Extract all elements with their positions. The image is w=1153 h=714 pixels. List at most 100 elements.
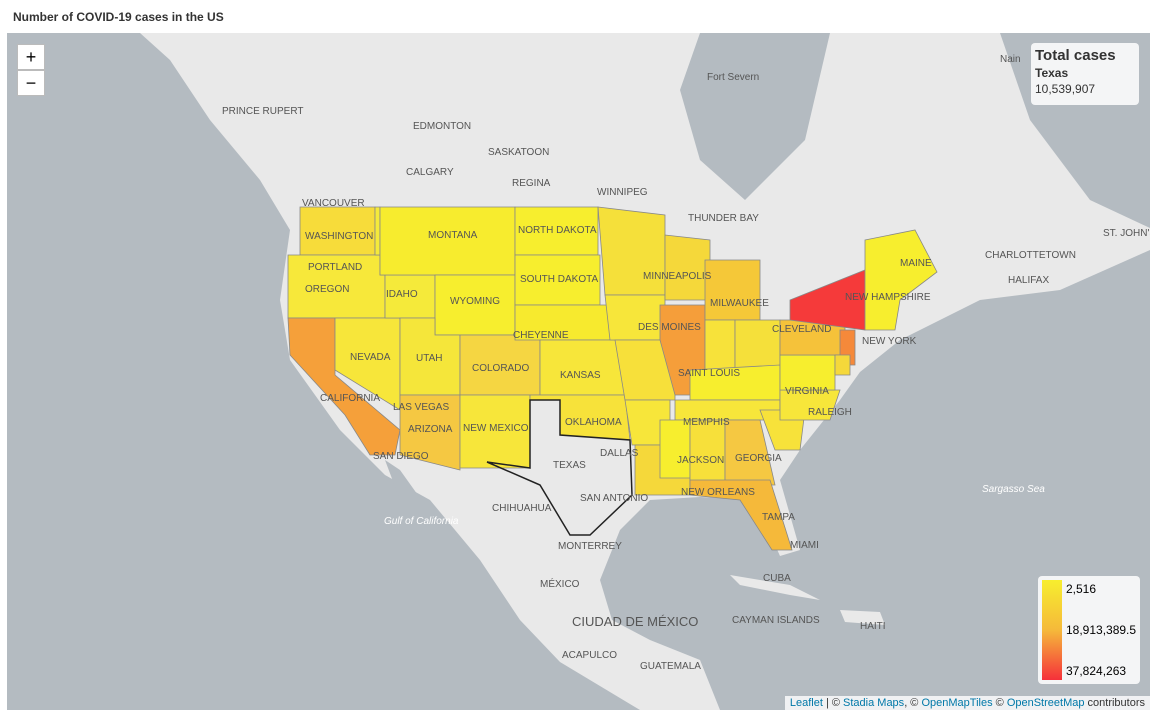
place-label: GUATEMALA bbox=[640, 661, 701, 672]
place-label: SASKATOON bbox=[488, 147, 549, 158]
island bbox=[840, 610, 885, 625]
place-label: WINNIPEG bbox=[597, 187, 648, 198]
text: © bbox=[992, 697, 1007, 709]
link[interactable]: Stadia Maps bbox=[843, 697, 905, 709]
place-label: SOUTH DAKOTA bbox=[520, 274, 598, 285]
place-label: MINNEAPOLIS bbox=[643, 271, 712, 282]
place-label: Nain bbox=[1000, 54, 1021, 65]
map: PRINCE RUPERT EDMONTON SASKATOON CALGARY REG… bbox=[7, 33, 1150, 710]
place-label: ST. JOHN'S bbox=[1103, 228, 1150, 239]
place-label: NEVADA bbox=[350, 352, 391, 363]
state bbox=[864, 229, 938, 331]
place-label: NORTH DAKOTA bbox=[518, 225, 597, 236]
state bbox=[539, 339, 626, 396]
state bbox=[704, 259, 761, 321]
zoom-in[interactable]: + bbox=[17, 44, 45, 70]
place-label: HAITI bbox=[860, 621, 886, 632]
place-label: IDAHO bbox=[386, 289, 418, 300]
link[interactable]: Leaflet bbox=[789, 697, 823, 709]
state bbox=[834, 354, 851, 376]
state bbox=[659, 419, 691, 479]
place-label: MEMPHIS bbox=[683, 417, 730, 428]
place-label: TEXAS bbox=[553, 460, 586, 471]
place-label: SAN ANTONIO bbox=[580, 493, 648, 504]
link[interactable]: OpenStreetMap bbox=[1006, 697, 1085, 709]
place-label: CLEVELAND bbox=[772, 324, 831, 335]
state bbox=[664, 234, 711, 301]
place-label: CUBA bbox=[763, 573, 791, 584]
legend: 2,516 18,913,389.5 37,824,263 bbox=[1038, 576, 1140, 684]
place-label: TAMPA bbox=[762, 512, 795, 523]
place-label: MONTERREY bbox=[558, 541, 622, 552]
place-label: MILWAUKEE bbox=[710, 298, 769, 309]
place-label: CIUDAD DE MÉXICO bbox=[572, 614, 698, 629]
place-label: Sargasso Sea bbox=[982, 484, 1045, 495]
place-label: COLORADO bbox=[472, 363, 529, 374]
place-label: CHARLOTTETOWN bbox=[985, 250, 1076, 261]
legend-label: 37,824,263 bbox=[1066, 664, 1127, 678]
place-label: UTAH bbox=[416, 353, 442, 364]
state-selected bbox=[486, 399, 633, 536]
place-label: CAYMAN ISLANDS bbox=[732, 615, 820, 626]
place-label: JACKSON bbox=[677, 455, 724, 466]
info-title: Total cases bbox=[1035, 47, 1116, 64]
info-state: Texas bbox=[1035, 66, 1069, 80]
place-label: HALIFAX bbox=[1008, 275, 1049, 286]
legend-scale bbox=[1042, 580, 1062, 680]
place-label: DALLAS bbox=[600, 448, 639, 459]
place-label: CALGARY bbox=[406, 167, 454, 178]
place-label: EDMONTON bbox=[413, 121, 471, 132]
place-label: REGINA bbox=[512, 178, 551, 189]
place-label: PRINCE RUPERT bbox=[222, 106, 304, 117]
place-label: ARIZONA bbox=[408, 424, 453, 435]
place-label: CHIHUAHUA bbox=[492, 503, 552, 514]
place-label: NEW ORLEANS bbox=[681, 487, 755, 498]
place-label: MIAMI bbox=[790, 540, 819, 551]
zoom-out[interactable]: − bbox=[17, 70, 45, 96]
text: , © bbox=[904, 697, 922, 709]
place-label: NEW HAMPSHIRE bbox=[845, 292, 931, 303]
state bbox=[379, 206, 516, 276]
info-box: Total cases Texas 10,539,907 bbox=[1031, 43, 1139, 105]
place-label: NEW YORK bbox=[862, 336, 917, 347]
state bbox=[724, 419, 776, 486]
place-label: SAN DIEGO bbox=[373, 451, 429, 462]
link[interactable]: OpenMapTiles bbox=[921, 697, 993, 709]
place-label: PORTLAND bbox=[308, 262, 362, 273]
place-label: WYOMING bbox=[450, 296, 500, 307]
bay bbox=[680, 33, 830, 200]
place-label: GEORGIA bbox=[735, 453, 782, 464]
place-label: MÉXICO bbox=[540, 577, 580, 590]
place-label: MONTANA bbox=[428, 230, 478, 241]
place-label: LAS VEGAS bbox=[393, 402, 449, 413]
state bbox=[689, 419, 726, 486]
gulf bbox=[385, 460, 470, 560]
place-label: Gulf of California bbox=[384, 516, 459, 527]
place-label: SAINT LOUIS bbox=[678, 368, 740, 379]
place-label: VANCOUVER bbox=[302, 198, 365, 209]
place-label: KANSAS bbox=[560, 370, 601, 381]
place-label: VIRGINIA bbox=[785, 386, 829, 397]
place-label: CALIFORNIA bbox=[320, 393, 380, 404]
place-label: OREGON bbox=[305, 284, 349, 295]
legend-label: 2,516 bbox=[1066, 582, 1097, 596]
attribution: Leaflet | © Stadia Maps, © OpenMapTiles … bbox=[784, 696, 1150, 710]
place-label: OKLAHOMA bbox=[565, 417, 622, 428]
place-label: CHEYENNE bbox=[513, 330, 569, 341]
place-label: MAINE bbox=[900, 258, 932, 269]
place-label: ACAPULCO bbox=[562, 650, 617, 661]
state bbox=[689, 479, 793, 551]
state bbox=[779, 354, 836, 391]
place-label: THUNDER BAY bbox=[688, 213, 759, 224]
state bbox=[604, 294, 666, 341]
place-label: WASHINGTON bbox=[305, 231, 373, 242]
legend-label: 18,913,389.5 bbox=[1066, 623, 1137, 637]
place-label: DES MOINES bbox=[638, 322, 701, 333]
place-label: RALEIGH bbox=[808, 407, 852, 418]
place-label: Fort Severn bbox=[707, 72, 759, 83]
info-value: 10,539,907 bbox=[1035, 82, 1096, 96]
panel-title: Number of COVID-19 cases in the US bbox=[13, 10, 224, 24]
state bbox=[399, 394, 461, 471]
place-label: NEW MEXICO bbox=[463, 423, 529, 434]
